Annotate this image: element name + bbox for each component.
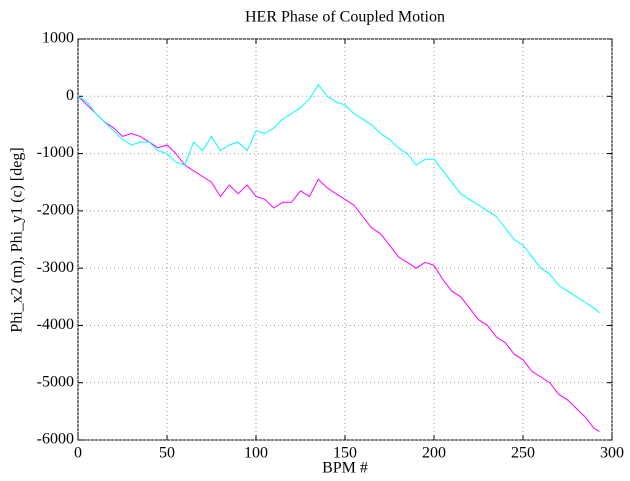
- y-tick-label: 1000: [42, 30, 74, 47]
- y-tick-label: -5000: [37, 373, 74, 390]
- x-tick-label: 0: [74, 445, 82, 462]
- x-tick-label: 50: [159, 445, 175, 462]
- y-tick-label: 0: [66, 87, 74, 104]
- chart-title: HER Phase of Coupled Motion: [245, 9, 445, 26]
- x-tick-label: 100: [244, 445, 268, 462]
- y-axis-label: Phi_x2 (m), Phi_y1 (c) [deg]: [9, 147, 26, 332]
- y-tick-label: -4000: [37, 316, 74, 333]
- x-axis-label: BPM #: [322, 460, 368, 477]
- x-tick-label: 150: [333, 445, 357, 462]
- series-line: [77, 83, 600, 314]
- series-line: [77, 95, 600, 432]
- y-tick-label: -3000: [37, 259, 74, 276]
- y-tick-label: -2000: [37, 202, 74, 219]
- x-tick-label: 200: [422, 445, 446, 462]
- y-tick-label: -1000: [37, 144, 74, 161]
- x-tick-label: 250: [511, 445, 535, 462]
- x-tick-label: 300: [600, 445, 624, 462]
- y-tick-label: -6000: [37, 431, 74, 448]
